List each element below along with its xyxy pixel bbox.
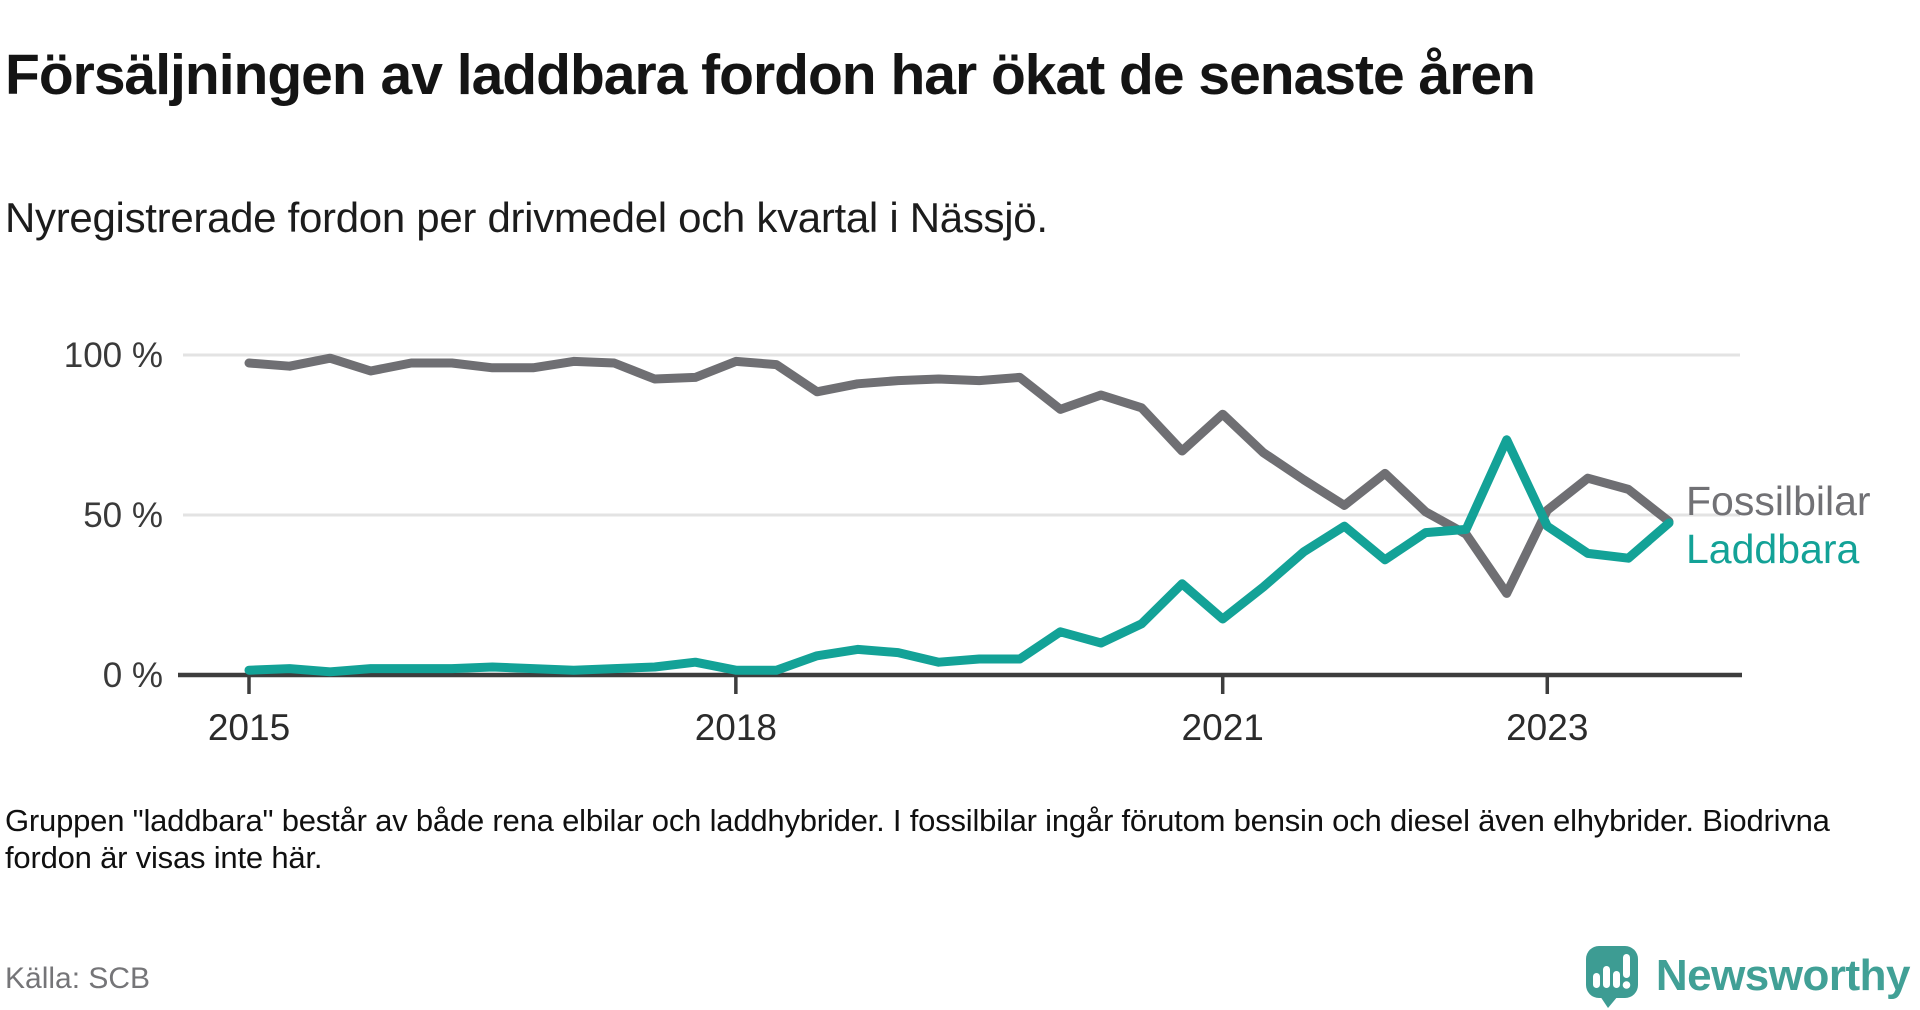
y-tick-label-50: 50 %	[83, 496, 163, 535]
x-tick-label-2023: 2023	[1506, 707, 1588, 748]
legend-label-fossilbilar: Fossilbilar	[1686, 478, 1871, 524]
legend-label-laddbara: Laddbara	[1686, 526, 1860, 572]
page-title: Försäljningen av laddbara fordon har öka…	[5, 43, 1536, 108]
fossilbilar-line	[244, 353, 1674, 598]
y-tick-label-100: 100 %	[64, 336, 163, 375]
newsworthy-icon	[1585, 946, 1638, 1008]
newsworthy-logo: Newsworthy	[1584, 944, 1911, 1008]
y-tick-label-0: 0 %	[103, 656, 163, 695]
source-note: Källa: SCB	[5, 962, 151, 995]
x-tick-label-2015: 2015	[208, 707, 290, 748]
chart-footnote: Gruppen "laddbara" består av både rena e…	[5, 803, 1830, 876]
x-tick-label-2018: 2018	[695, 707, 777, 748]
x-tick-label-2021: 2021	[1182, 707, 1264, 748]
newsworthy-logo-text: Newsworthy	[1655, 951, 1911, 1000]
chart-subtitle: Nyregistrerade fordon per drivmedel och …	[5, 194, 1048, 241]
laddbara-line	[244, 435, 1674, 677]
